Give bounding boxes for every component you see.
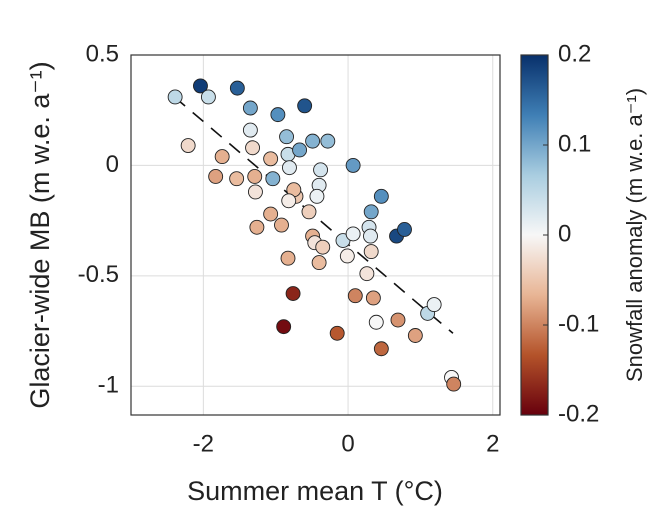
- point: [274, 217, 289, 233]
- point: [311, 255, 327, 271]
- point: [245, 140, 261, 156]
- point: [263, 206, 279, 222]
- point: [242, 100, 258, 116]
- trend-line: [173, 96, 454, 334]
- point: [167, 89, 183, 105]
- point: [446, 376, 462, 392]
- point: [329, 325, 345, 341]
- colorbar-tick-label: -0.1: [558, 310, 599, 337]
- x-tick-label: 2: [486, 430, 499, 457]
- point: [280, 250, 296, 266]
- point: [426, 297, 442, 313]
- point: [347, 288, 363, 304]
- point: [365, 290, 381, 306]
- point: [368, 314, 384, 330]
- point: [309, 188, 325, 204]
- point: [363, 228, 378, 244]
- y-tick-label: -1: [98, 372, 119, 399]
- colorbar-tick-label: 0.1: [558, 130, 591, 157]
- point: [345, 157, 361, 173]
- y-tick-label: -0.5: [78, 261, 119, 288]
- colorbar-tick-label: 0: [558, 220, 571, 247]
- point: [265, 171, 281, 187]
- point: [301, 204, 317, 220]
- point: [292, 142, 308, 158]
- plot-frame: [130, 54, 501, 416]
- point: [313, 162, 329, 178]
- point: [320, 133, 336, 149]
- point: [373, 188, 389, 204]
- x-tick-label: 0: [341, 430, 354, 457]
- point: [397, 222, 412, 237]
- point: [373, 341, 389, 357]
- point: [279, 129, 295, 145]
- point: [282, 160, 297, 176]
- point: [242, 122, 258, 138]
- point: [390, 312, 406, 328]
- point: [315, 239, 331, 255]
- point: [281, 193, 297, 209]
- point: [208, 169, 224, 184]
- point: [180, 138, 196, 154]
- x-axis-title: Summer mean T (°C): [187, 476, 443, 506]
- point: [276, 319, 292, 335]
- point: [285, 286, 301, 301]
- point: [339, 248, 355, 264]
- point: [214, 149, 230, 165]
- y-axis-title: Glacier-wide MB (m w.e. a⁻¹): [25, 61, 55, 408]
- colorbar-title: Snowfall anomaly (m w.e. a⁻¹): [622, 88, 647, 382]
- y-tick-label: 0: [106, 151, 119, 178]
- point: [270, 107, 286, 123]
- point: [345, 226, 361, 242]
- point: [200, 89, 216, 105]
- point: [363, 244, 379, 260]
- x-tick-label: -2: [193, 430, 214, 457]
- point: [247, 169, 263, 184]
- point: [229, 171, 245, 187]
- point: [359, 266, 375, 282]
- point: [407, 328, 423, 343]
- point: [229, 80, 245, 96]
- colorbar-tick-label: -0.2: [558, 400, 599, 427]
- colorbar-tick-label: 0.2: [558, 40, 591, 67]
- point: [297, 98, 313, 114]
- point: [363, 204, 379, 220]
- y-tick-label: 0.5: [86, 40, 119, 67]
- point: [193, 78, 208, 94]
- point: [263, 151, 279, 167]
- point: [247, 184, 263, 200]
- point: [249, 219, 265, 235]
- point: [305, 133, 321, 149]
